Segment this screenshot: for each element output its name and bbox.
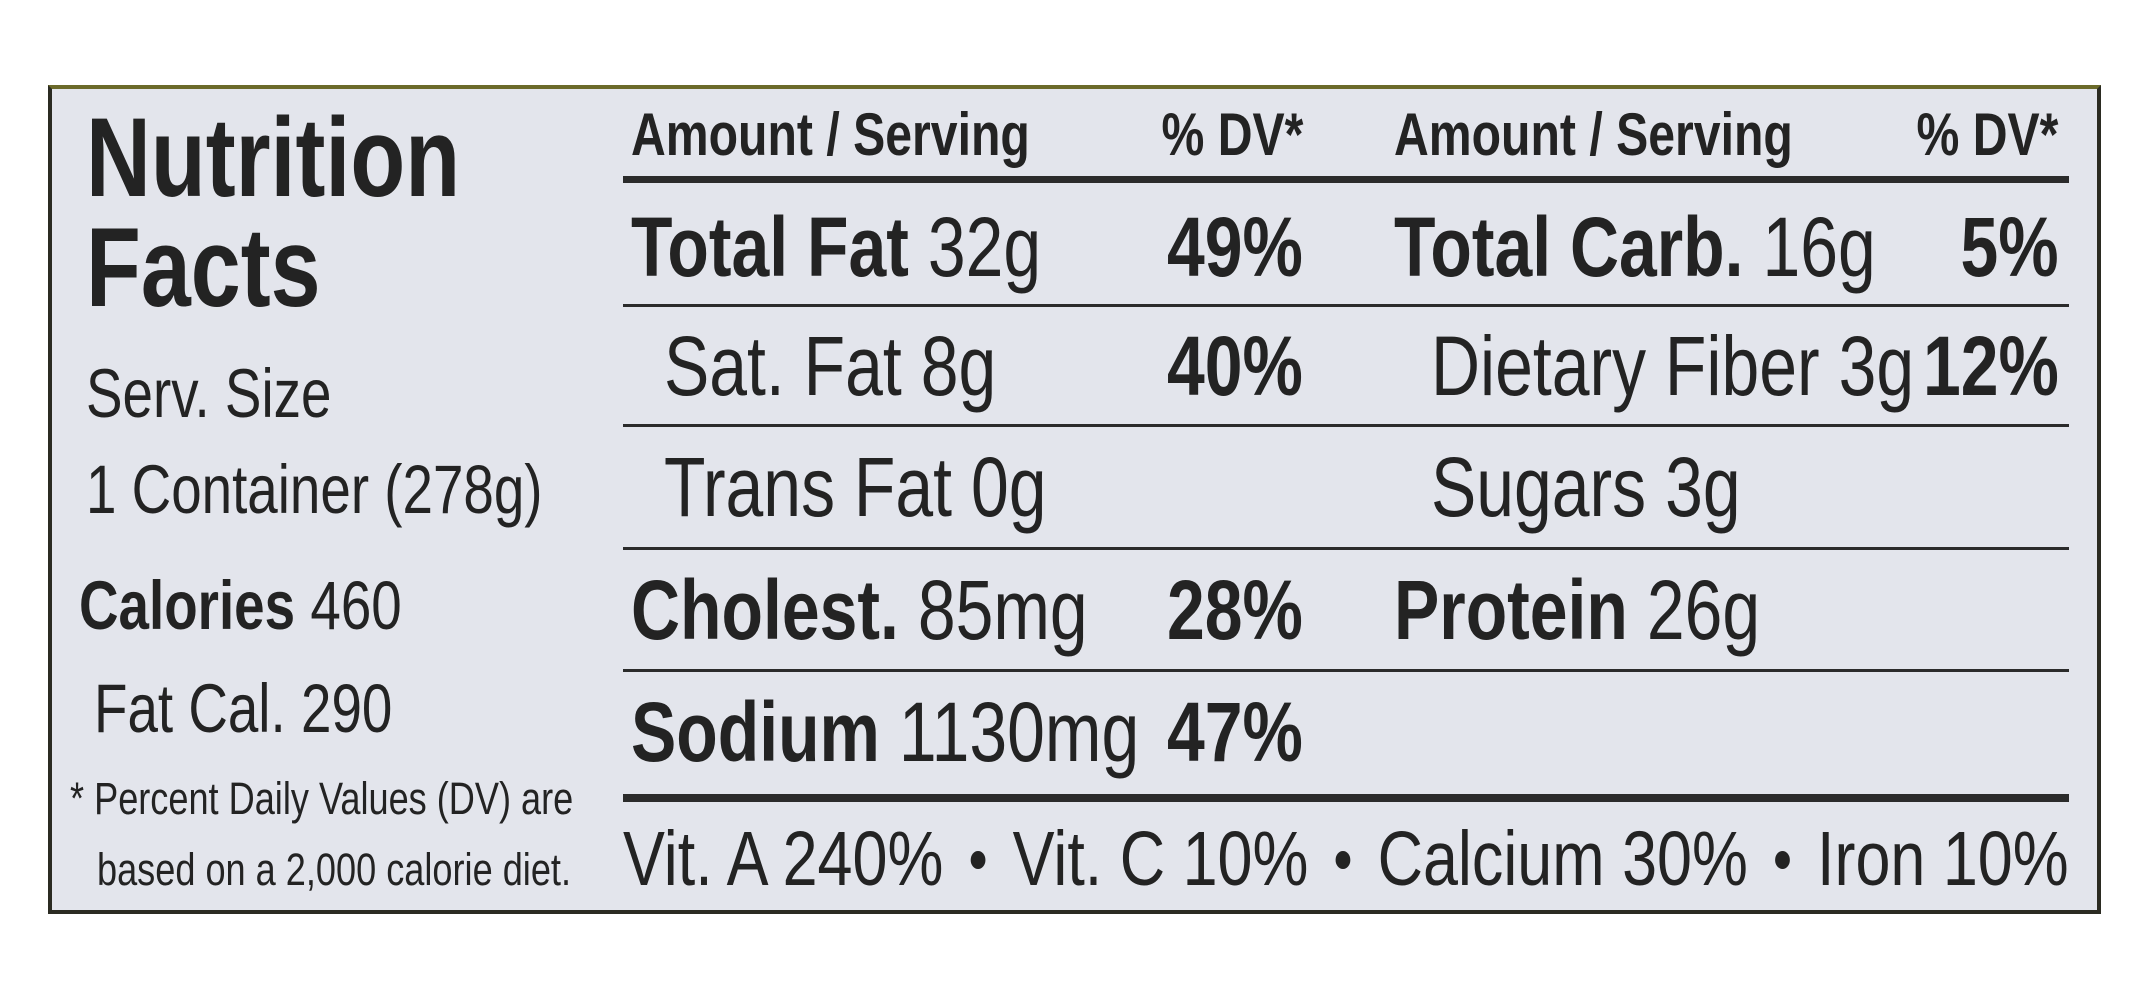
rule <box>622 303 2069 307</box>
daily-value: 47% <box>1167 683 1303 779</box>
nutrient-label: Total Fat <box>631 199 909 295</box>
nutrient-value: 0g <box>970 438 1047 534</box>
nutrient-value: 8g <box>920 318 997 414</box>
vitamin: Iron 10% <box>1816 816 2069 902</box>
nutrient: Total Fat 32g <box>631 204 1041 290</box>
rule <box>622 669 2069 673</box>
rule <box>622 424 2069 428</box>
column-header: % DV* <box>1916 100 2059 169</box>
bullet <box>970 850 986 869</box>
calories-value: 460 <box>310 567 403 645</box>
nutrient: Sodium 1130mg <box>631 689 1139 775</box>
nutrient: Protein 26g <box>1394 567 1760 653</box>
rule <box>622 547 2069 551</box>
column-header: % DV* <box>1161 100 1303 169</box>
rule <box>622 794 2069 803</box>
fat-calories-label: Fat Cal. <box>94 669 287 747</box>
nutrient-label: Protein <box>1393 562 1628 658</box>
vitamin: Vit. C 10% <box>1012 816 1309 902</box>
nutrient-label: Sodium <box>631 683 880 779</box>
nutrition-label: Nutrition Facts Serv. Size 1 Container (278… <box>48 85 2101 914</box>
nutrient-value: 3g <box>1664 438 1741 534</box>
nutrient-value: 16g <box>1762 199 1876 295</box>
vitamin: Calcium 30% <box>1377 816 1748 902</box>
column-header: Amount / Serving <box>1393 100 1793 169</box>
serving-label: Serv. Size <box>86 355 332 433</box>
nutrient-value: 85mg <box>917 562 1088 658</box>
nutrient: Total Carb. 16g <box>1394 204 1876 290</box>
nutrient-label: Trans Fat <box>663 438 952 534</box>
nutrient: Dietary Fiber 3g <box>1431 324 1914 409</box>
title: Facts <box>86 203 321 330</box>
nutrient-value: 26g <box>1646 562 1760 658</box>
bullet <box>1335 850 1351 869</box>
nutrient: Trans Fat 0g <box>664 444 1046 530</box>
vitamin: Vit. A 240% <box>622 816 944 902</box>
nutrient-label: Dietary Fiber <box>1430 318 1820 414</box>
column-header: Amount / Serving <box>631 100 1030 169</box>
fat-calories-value: 290 <box>301 669 393 747</box>
nutrient-label: Total Carb. <box>1393 199 1744 295</box>
nutrient: Cholest. 85mg <box>631 567 1088 653</box>
nutrient-value: 3g <box>1838 318 1914 414</box>
daily-value: 28% <box>1167 562 1303 658</box>
daily-value: 49% <box>1167 199 1303 295</box>
nutrient-label: Cholest. <box>631 562 899 658</box>
daily-value: 12% <box>1922 318 2059 414</box>
calories: Calories 460 <box>79 572 402 640</box>
daily-value: 40% <box>1167 318 1303 414</box>
rule <box>622 175 2069 183</box>
nutrient-label: Sugars <box>1430 438 1646 534</box>
daily-value: 5% <box>1960 199 2059 295</box>
nutrient-value: 32g <box>927 199 1042 295</box>
nutrient-label: Sat. Fat <box>663 318 902 414</box>
calories-label: Calories <box>79 567 296 645</box>
serving-value: 1 Container (278g) <box>86 450 543 528</box>
footnote: * Percent Daily Values (DV) are <box>69 772 574 824</box>
title: Nutrition <box>86 94 461 221</box>
nutrient-value: 1130mg <box>899 683 1140 779</box>
nutrient: Sat. Fat 8g <box>664 324 996 409</box>
nutrient: Sugars 3g <box>1431 444 1741 530</box>
vitamins: Vit. A 240% Vit. C 10% Calcium 30% Iron 10% <box>623 817 2069 902</box>
fat-calories: Fat Cal. 290 <box>94 674 392 743</box>
bullet <box>1774 850 1790 869</box>
footnote: based on a 2,000 calorie diet. <box>97 843 572 895</box>
